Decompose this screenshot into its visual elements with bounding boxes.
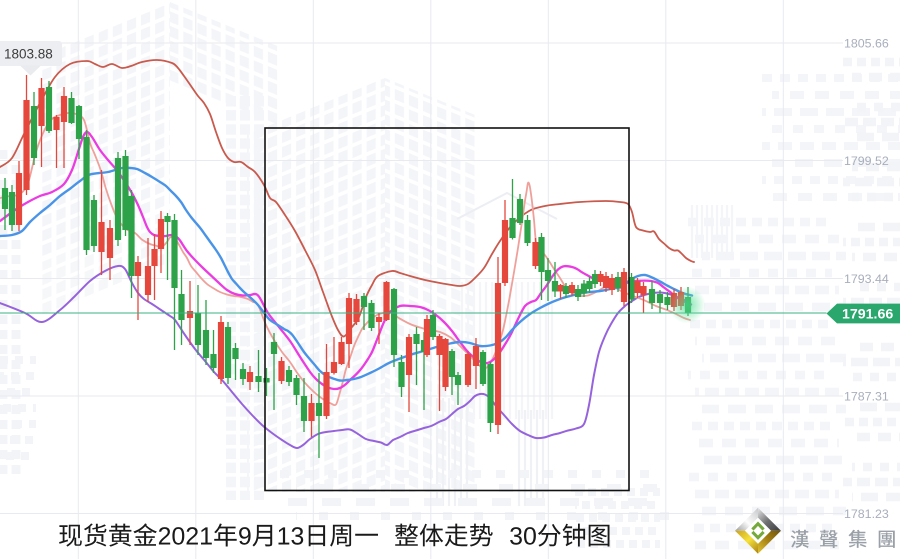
svg-text:1791.66: 1791.66 — [842, 307, 893, 323]
svg-text:1803.88: 1803.88 — [4, 47, 53, 62]
svg-text:1799.52: 1799.52 — [844, 154, 889, 168]
svg-text:1805.66: 1805.66 — [844, 36, 889, 50]
svg-text:1793.44: 1793.44 — [844, 272, 889, 286]
svg-text:1781.23: 1781.23 — [844, 507, 889, 521]
svg-text:1787.31: 1787.31 — [844, 389, 889, 403]
